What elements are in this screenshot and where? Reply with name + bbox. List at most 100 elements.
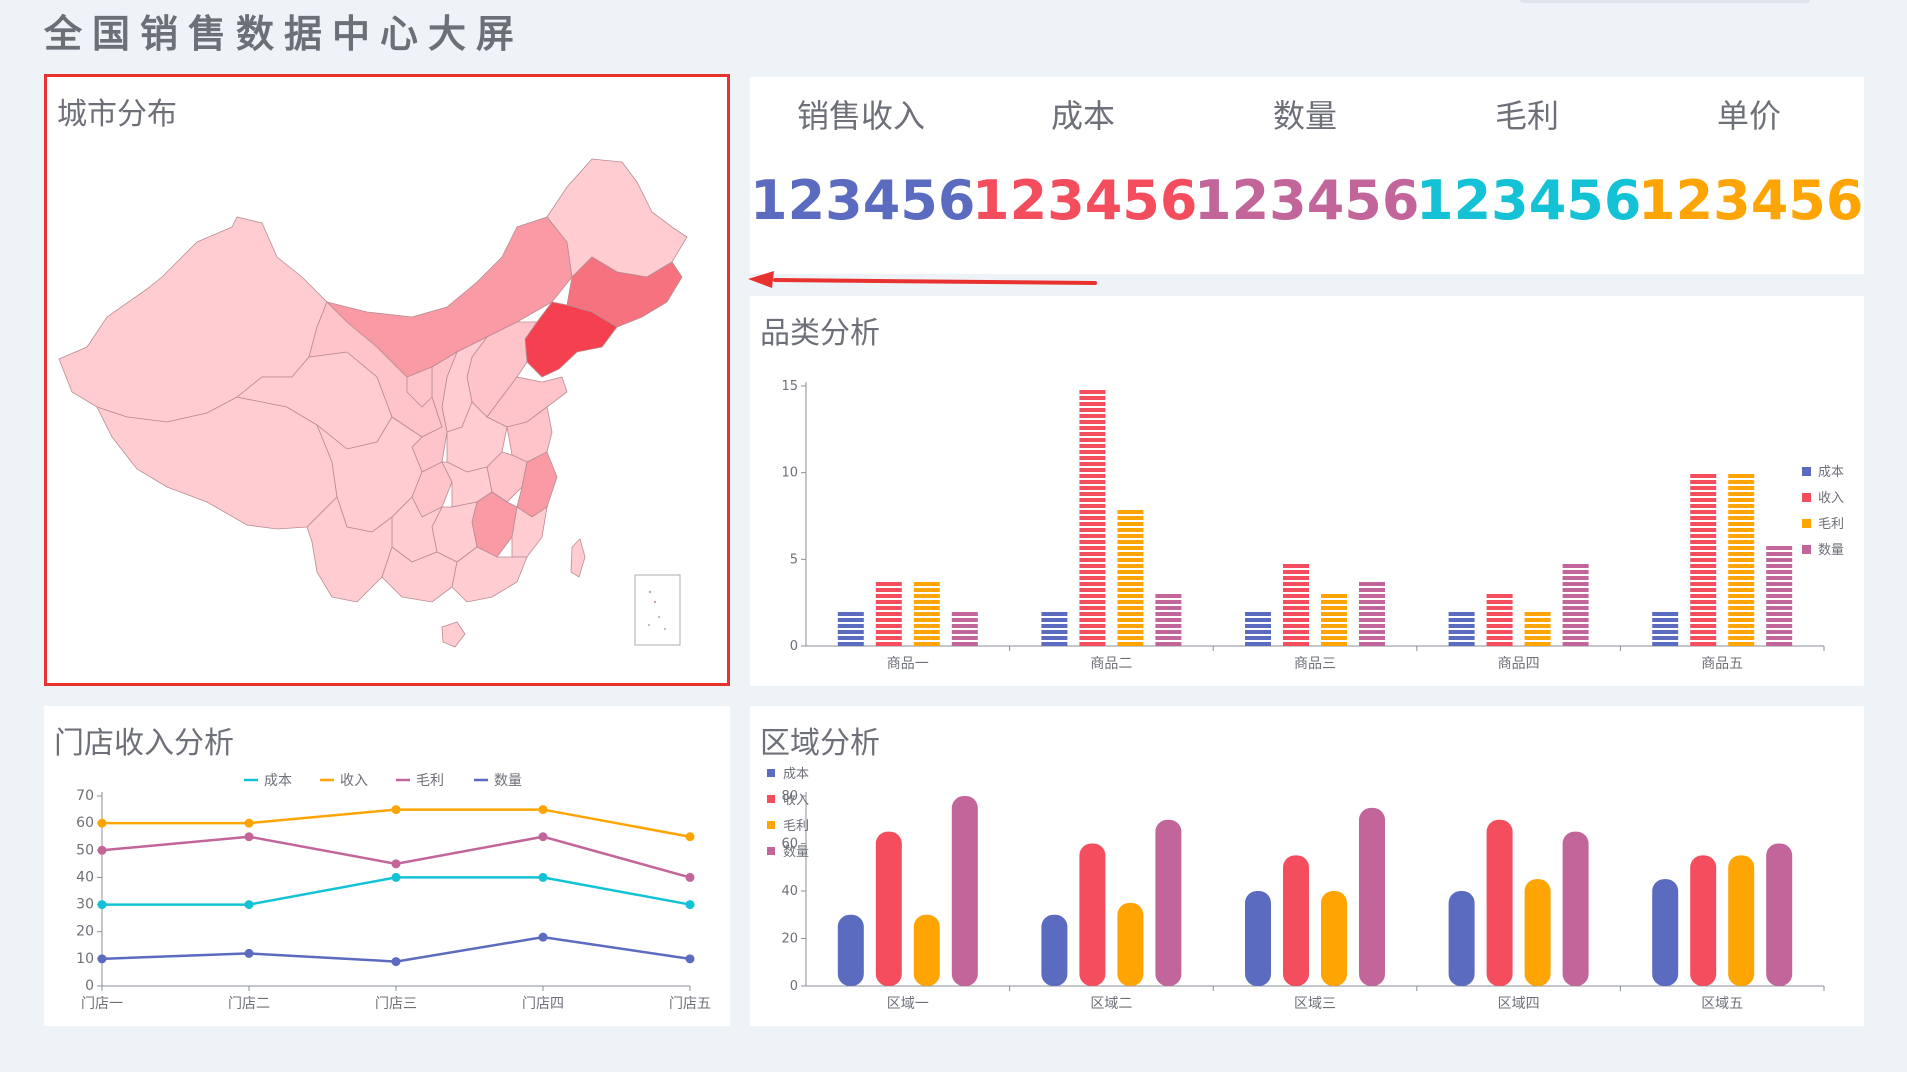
bar-stripe [1321, 606, 1347, 610]
bar-stripe [1728, 510, 1755, 514]
bar-stripe [1283, 570, 1309, 574]
map-region-ningxia [406, 366, 433, 408]
x-tick-label: 商品二 [1090, 656, 1132, 672]
bar-stripe [1728, 498, 1755, 502]
bar-stripe [1155, 624, 1182, 628]
bar [875, 582, 902, 646]
bar-stripe [1117, 564, 1144, 568]
legend-swatch [1802, 467, 1811, 476]
bar-stripe [1728, 534, 1755, 538]
bar-stripe [1155, 636, 1182, 640]
bar-stripe [951, 636, 978, 640]
bar-stripe [1766, 636, 1793, 640]
bar-stripe [1562, 642, 1589, 646]
y-tick-label: 10 [781, 466, 798, 481]
bar-stripe [1766, 570, 1793, 574]
data-point [97, 818, 107, 828]
bar-stripe [1359, 630, 1385, 634]
data-point [685, 872, 695, 882]
bar-stripe [1117, 552, 1144, 556]
bar-stripe [1486, 612, 1513, 616]
map-region-hainan [441, 621, 466, 648]
bar-stripe [1690, 486, 1717, 490]
legend-label: 数量 [1818, 543, 1844, 558]
bar-stripe [1079, 528, 1106, 532]
bar-stripe [1728, 504, 1755, 508]
bar-stripe [1359, 624, 1385, 628]
bar [1728, 474, 1755, 646]
bar-stripe [1079, 618, 1106, 622]
bar-stripe [1486, 636, 1513, 640]
bar [1245, 891, 1271, 986]
bar-stripe [1283, 588, 1309, 592]
bar [1652, 612, 1679, 646]
bar-stripe [1448, 630, 1475, 634]
bar-stripe [1766, 594, 1793, 598]
bar-stripe [1079, 450, 1106, 454]
bar [1690, 855, 1717, 986]
bar-stripe [1079, 630, 1106, 634]
bar-stripe [837, 642, 864, 646]
bar-stripe [1652, 642, 1679, 646]
map-region-guangdong [451, 546, 528, 603]
store-line-chart: 0 10 20 30 40 50 60 70 门店一 门店二 门店三 门店四 门店五 成本 收入 毛利 数量 [76, 773, 711, 1012]
bar-stripe [1117, 588, 1144, 592]
region-analysis-panel: 区域分析 0 20 40 60 80 区域一 区域二 区域三 区域四 区域五 成本 收入 毛利 数量 [750, 706, 1864, 1026]
bar-stripe [1728, 516, 1755, 520]
bar-stripe [1079, 516, 1106, 520]
bar-stripe [1117, 576, 1144, 580]
bar-stripe [1690, 546, 1717, 550]
kpi-value: 123456 [972, 169, 1198, 232]
bar-stripe [1283, 624, 1309, 628]
bar-stripe [1079, 456, 1106, 460]
bar-stripe [1562, 576, 1589, 580]
bar-stripe [913, 612, 940, 616]
bar [1524, 612, 1551, 646]
bar-stripe [1690, 492, 1717, 496]
y-tick-label: 20 [76, 924, 94, 940]
bar-stripe [1283, 642, 1309, 646]
bar-stripe [1155, 618, 1182, 622]
bar-stripe [1690, 618, 1717, 622]
bar-stripe [1079, 444, 1106, 448]
bar-stripe [1117, 540, 1144, 544]
red-arrow-annotation [748, 271, 1097, 288]
bar-stripe [1321, 600, 1347, 604]
bar-stripe [1448, 636, 1475, 640]
bar-stripe [1117, 612, 1144, 616]
bar-stripe [1079, 420, 1106, 424]
china-map[interactable] [47, 77, 727, 683]
bar-stripe [1079, 558, 1106, 562]
bar-stripe [1766, 642, 1793, 646]
bar-stripe [1283, 606, 1309, 610]
bar-stripe [1728, 540, 1755, 544]
data-point [685, 954, 695, 964]
bar-stripe [1766, 546, 1793, 550]
y-tick-label: 50 [76, 842, 94, 858]
bar [1524, 879, 1551, 986]
bar-stripe [1690, 540, 1717, 544]
bar-stripe [1448, 618, 1475, 622]
bar-stripe [1079, 438, 1106, 442]
page-title: 全国销售数据中心大屏 [44, 12, 525, 56]
data-point [538, 932, 548, 942]
bar [1117, 510, 1144, 646]
bar-stripe [1155, 612, 1182, 616]
bar-stripe [1728, 486, 1755, 490]
bar-stripe [1117, 510, 1144, 514]
bar-stripe [1690, 594, 1717, 598]
bar-stripe [1562, 570, 1589, 574]
bar-stripe [1155, 630, 1182, 634]
kpi-value: 123456 [1416, 169, 1642, 232]
bar-stripe [875, 588, 902, 592]
bar-stripe [1690, 588, 1717, 592]
bar-stripe [1155, 606, 1182, 610]
y-tick-label: 0 [790, 639, 798, 654]
kpi-value: 123456 [750, 169, 976, 232]
legend-label: 收入 [783, 793, 809, 808]
bar-stripe [1766, 618, 1793, 622]
bar-stripe [1245, 642, 1271, 646]
bar-stripe [951, 642, 978, 646]
bar-stripe [913, 636, 940, 640]
